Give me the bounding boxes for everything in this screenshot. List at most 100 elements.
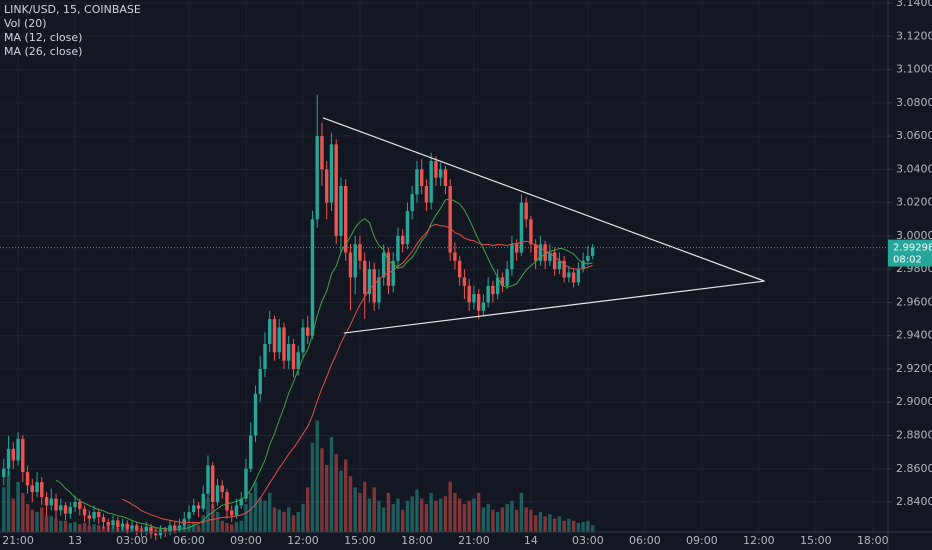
candle-body [590,247,595,256]
candle-body [135,525,139,531]
volume-bar [325,465,329,532]
x-tick-label: 18:00 [401,534,433,547]
volume-bar [576,523,581,532]
candle-body [472,294,476,303]
candle-body [173,525,177,529]
countdown-label: 08:02 [893,255,922,266]
volume-bar [348,476,353,532]
y-tick-label: 3.02000 [896,196,932,209]
volume-bar [495,511,500,532]
candle-body [163,530,167,532]
x-tick-label: 09:00 [230,534,262,547]
candle-body [59,505,63,511]
candle-body [92,512,96,519]
volume-bar [225,523,229,532]
volume-bar [419,498,424,532]
volume-bar [244,504,248,532]
volume-bar [30,509,34,532]
last-price-label: 2.99298 [893,243,932,254]
candle-body [329,144,334,203]
volume-bar [410,496,414,532]
candle-body [339,185,343,236]
volume-bar [500,507,505,532]
moving-average [55,198,593,531]
volume-bar [220,520,224,532]
volume-bar [192,523,196,532]
volume-bar [429,492,433,532]
candle-body [87,515,91,519]
candle-body [571,272,576,283]
candle-body [306,327,310,336]
candle-body [353,244,357,278]
candle-body [82,508,87,516]
volume-bar [253,481,258,532]
candle-body [548,252,552,261]
volume-bar [234,521,239,532]
volume-bar [533,515,538,532]
volume-bar [59,520,63,532]
candle-body [514,244,519,253]
candle-body [44,497,49,506]
volume-bar [291,515,296,532]
volume-bar [510,500,514,532]
x-tick-label: 12:00 [287,534,319,547]
candle-body [35,482,39,493]
volume-bar [306,487,310,532]
candle-body [552,252,557,270]
volume-bar [543,516,547,532]
candle-body [206,465,210,494]
candle-body [263,344,267,369]
candle-body [358,244,362,261]
x-tick-label: 06:00 [629,534,661,547]
volume-bar [396,498,400,532]
candle-body [268,319,272,345]
volume-bar [258,498,262,532]
candle-body [400,235,405,245]
y-tick-label: 3.04000 [896,162,932,175]
candle-body [405,210,410,245]
candle-body [467,285,471,303]
volume-bar [424,504,429,532]
volume-bar [391,504,395,532]
candle-body [424,185,429,203]
candle-body [429,161,433,203]
y-tick-label: 2.94000 [896,329,932,342]
candle-body [25,472,30,486]
candle-body [567,272,571,278]
candle-body [234,505,239,516]
volume-bar [296,511,300,532]
y-tick-label: 2.90000 [896,395,932,408]
volume-bar [562,520,566,532]
candle-body [6,448,11,469]
volume-bar [462,504,467,532]
volume [2,420,595,532]
candle-body [462,277,467,286]
y-tick-label: 3.06000 [896,129,932,142]
legend-entry: MA (12, close) [4,31,82,44]
y-tick-label: 3.00000 [896,229,932,242]
x-tick-label: 14 [524,534,538,547]
candle-body [519,202,524,253]
candle-body [154,533,158,536]
candle-body [2,468,6,478]
volume-bar [586,520,590,532]
candle-body [310,219,315,336]
volume-bar [386,492,391,532]
candle-body [40,482,44,498]
candle-body [111,520,115,526]
volume-bar [92,524,96,532]
volume-bar [263,500,267,532]
candle-body [106,522,110,526]
candle-body [230,510,234,516]
candle-body [410,194,414,211]
volume-bar [434,500,438,532]
candle-body [282,327,286,361]
volume-bar [211,504,215,532]
candle-body [453,252,457,261]
candle-body [73,502,77,508]
candle-body [16,438,20,461]
candle-body [348,252,353,278]
volume-bar [372,487,376,532]
volume-bar [239,520,243,532]
